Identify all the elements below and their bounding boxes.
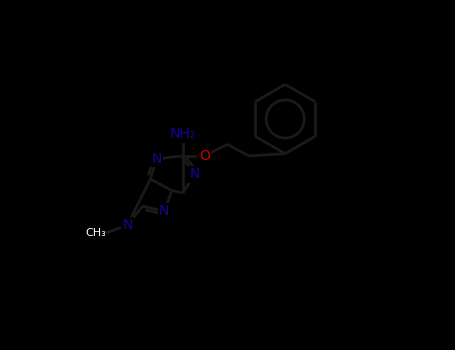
Text: N: N — [152, 152, 162, 166]
Text: N: N — [159, 204, 169, 218]
Text: O: O — [199, 149, 210, 163]
Text: CH₃: CH₃ — [85, 228, 106, 238]
Text: NH₂: NH₂ — [170, 127, 196, 141]
Text: N: N — [122, 218, 132, 232]
Text: N: N — [190, 167, 200, 181]
